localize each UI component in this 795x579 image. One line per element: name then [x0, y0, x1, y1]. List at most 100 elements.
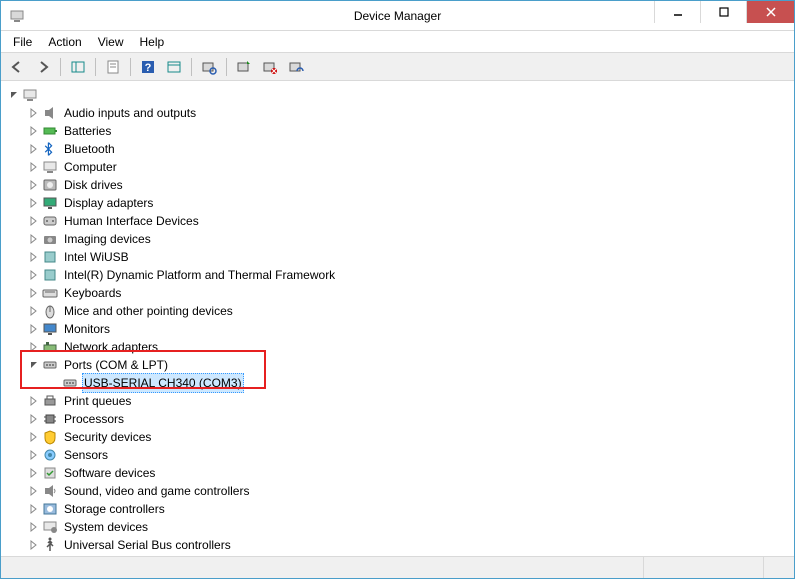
tree-node[interactable]: Processors — [4, 410, 793, 428]
expander-icon[interactable] — [28, 467, 40, 479]
tree-root[interactable] — [4, 86, 793, 104]
expander-icon[interactable] — [28, 233, 40, 245]
tree-node[interactable]: Human Interface Devices — [4, 212, 793, 230]
titlebar: Device Manager — [1, 1, 794, 31]
toolbar: ? — [1, 53, 794, 81]
tree-node[interactable]: Disk drives — [4, 176, 793, 194]
uninstall-button[interactable] — [258, 56, 282, 78]
expander-icon[interactable] — [28, 305, 40, 317]
device-tree[interactable]: Audio inputs and outputsBatteriesBluetoo… — [1, 81, 794, 556]
disable-button[interactable] — [284, 56, 308, 78]
node-label: Intel(R) Dynamic Platform and Thermal Fr… — [62, 266, 337, 284]
audio-icon — [42, 105, 58, 121]
show-hide-console-button[interactable] — [66, 56, 90, 78]
node-label: Sensors — [62, 446, 110, 464]
computer-icon — [42, 159, 58, 175]
expander-icon[interactable] — [28, 449, 40, 461]
generic-icon — [42, 267, 58, 283]
help-button[interactable]: ? — [136, 56, 160, 78]
content: Audio inputs and outputsBatteriesBluetoo… — [1, 81, 794, 556]
expander-icon[interactable] — [28, 215, 40, 227]
printer-icon — [42, 393, 58, 409]
node-label: Monitors — [62, 320, 112, 338]
properties-button[interactable] — [101, 56, 125, 78]
hid-icon — [42, 213, 58, 229]
expander-icon[interactable] — [28, 143, 40, 155]
tree-node[interactable]: Monitors — [4, 320, 793, 338]
tree-node[interactable]: Batteries — [4, 122, 793, 140]
forward-button[interactable] — [31, 56, 55, 78]
expander-icon[interactable] — [28, 125, 40, 137]
tree-node[interactable]: Keyboards — [4, 284, 793, 302]
expander-icon[interactable] — [28, 161, 40, 173]
toolbar-separator — [95, 58, 96, 76]
expander-icon[interactable] — [28, 395, 40, 407]
disk-icon — [42, 177, 58, 193]
tree-node[interactable]: Storage controllers — [4, 500, 793, 518]
status-panel — [764, 557, 794, 578]
menu-action[interactable]: Action — [40, 33, 89, 51]
tree-node[interactable]: Security devices — [4, 428, 793, 446]
update-driver-button[interactable] — [232, 56, 256, 78]
expander-icon[interactable] — [28, 107, 40, 119]
tree-node[interactable]: Display adapters — [4, 194, 793, 212]
tree-node[interactable]: System devices — [4, 518, 793, 536]
expander-icon[interactable] — [28, 269, 40, 281]
sensor-icon — [42, 447, 58, 463]
tree-node[interactable]: Bluetooth — [4, 140, 793, 158]
expander-icon[interactable] — [28, 341, 40, 353]
node-label: Intel WiUSB — [62, 248, 131, 266]
expander-icon[interactable] — [28, 521, 40, 533]
expander-icon[interactable] — [28, 251, 40, 263]
expander-icon[interactable] — [28, 287, 40, 299]
tree-node[interactable]: Audio inputs and outputs — [4, 104, 793, 122]
back-button[interactable] — [5, 56, 29, 78]
tree-node[interactable]: Universal Serial Bus controllers — [4, 536, 793, 554]
bluetooth-icon — [42, 141, 58, 157]
action-button[interactable] — [162, 56, 186, 78]
expander-icon[interactable] — [48, 377, 60, 389]
port-icon — [42, 357, 58, 373]
maximize-button[interactable] — [700, 1, 746, 23]
expander-icon[interactable] — [28, 539, 40, 551]
tree-node[interactable]: USB-SERIAL CH340 (COM3) — [4, 374, 793, 392]
close-button[interactable] — [746, 1, 794, 23]
tree-node[interactable]: Mice and other pointing devices — [4, 302, 793, 320]
expander-icon[interactable] — [28, 485, 40, 497]
statusbar — [1, 556, 794, 578]
expander-icon[interactable] — [8, 89, 20, 101]
node-label: Display adapters — [62, 194, 155, 212]
status-panel — [1, 557, 644, 578]
tree-node[interactable]: Sensors — [4, 446, 793, 464]
menu-help[interactable]: Help — [132, 33, 173, 51]
tree-node[interactable]: Sound, video and game controllers — [4, 482, 793, 500]
node-label: Bluetooth — [62, 140, 117, 158]
minimize-button[interactable] — [654, 1, 700, 23]
menu-view[interactable]: View — [90, 33, 132, 51]
monitor-icon — [42, 321, 58, 337]
tree-node[interactable]: Ports (COM & LPT) — [4, 356, 793, 374]
toolbar-separator — [60, 58, 61, 76]
expander-icon[interactable] — [28, 179, 40, 191]
expander-icon[interactable] — [28, 323, 40, 335]
tree-node[interactable]: Print queues — [4, 392, 793, 410]
expander-icon[interactable] — [28, 197, 40, 209]
tree-node[interactable]: Network adapters — [4, 338, 793, 356]
tree-node[interactable]: Intel(R) Dynamic Platform and Thermal Fr… — [4, 266, 793, 284]
security-icon — [42, 429, 58, 445]
tree-node[interactable]: Software devices — [4, 464, 793, 482]
tree-node[interactable]: Imaging devices — [4, 230, 793, 248]
expander-icon[interactable] — [28, 359, 40, 371]
scan-hardware-button[interactable] — [197, 56, 221, 78]
node-label: Ports (COM & LPT) — [62, 356, 170, 374]
expander-icon[interactable] — [28, 431, 40, 443]
expander-icon[interactable] — [28, 503, 40, 515]
menu-file[interactable]: File — [5, 33, 40, 51]
mouse-icon — [42, 303, 58, 319]
tree-node[interactable]: Computer — [4, 158, 793, 176]
tree-node[interactable]: Intel WiUSB — [4, 248, 793, 266]
node-label: Computer — [62, 158, 119, 176]
expander-icon[interactable] — [28, 413, 40, 425]
node-label: Security devices — [62, 428, 153, 446]
menubar: File Action View Help — [1, 31, 794, 53]
